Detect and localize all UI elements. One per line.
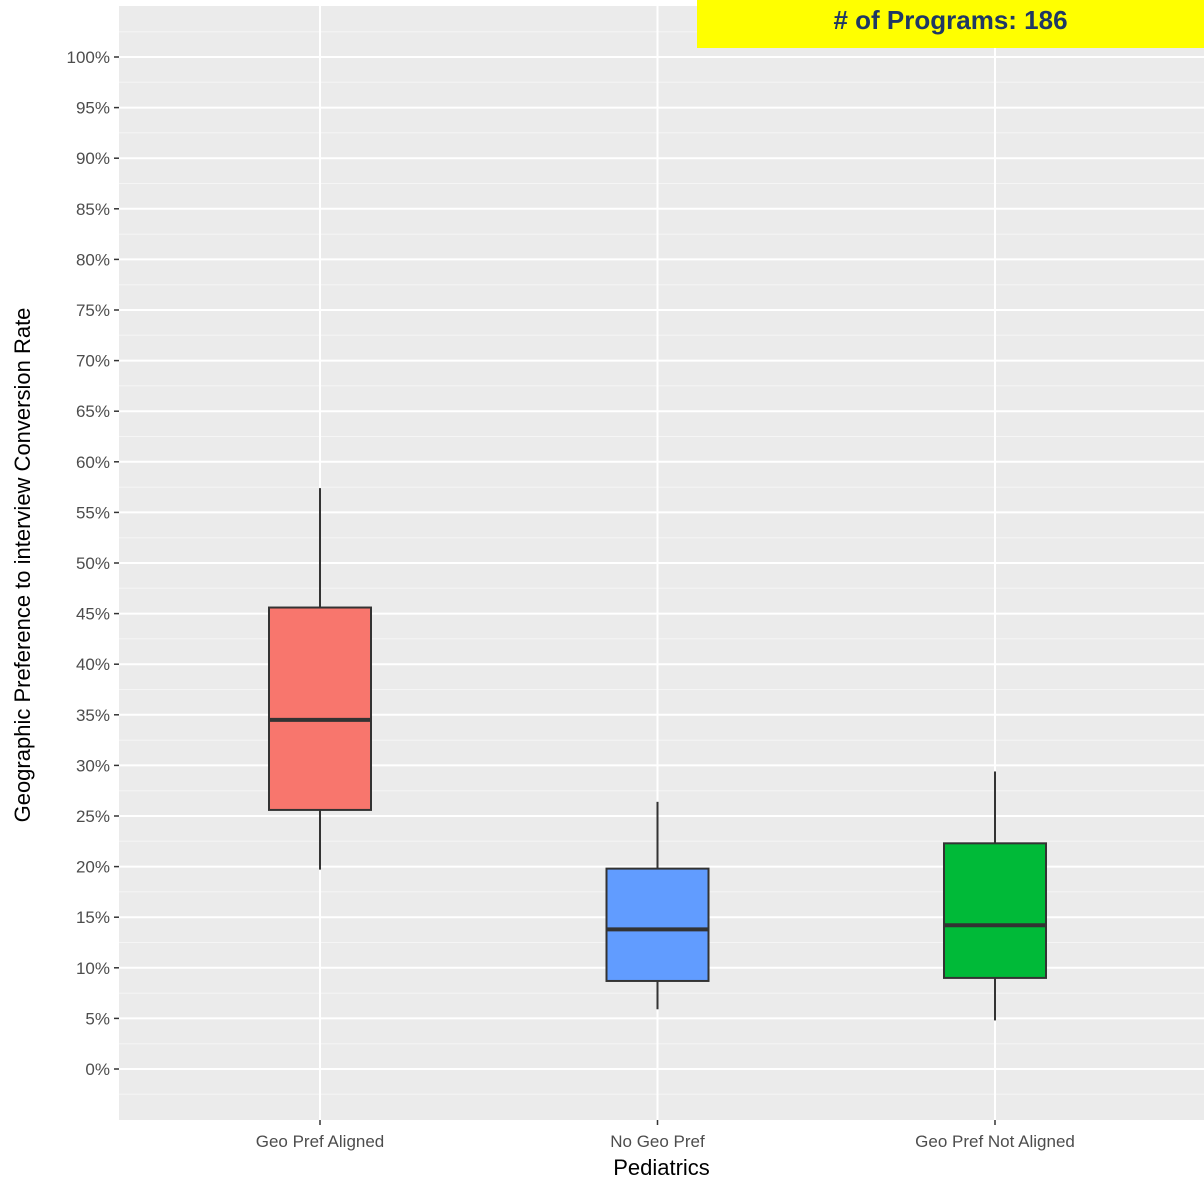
y-tick-label: 80% [76,250,110,269]
y-tick-label: 70% [76,352,110,371]
box-iqr [269,608,371,810]
y-tick-label: 35% [76,706,110,725]
y-axis-title: Geographic Preference to interview Conve… [10,308,35,823]
y-tick-label: 5% [85,1009,110,1028]
x-axis: Geo Pref Aligned No Geo Pref Geo Pref Not … [256,1120,1075,1151]
y-tick-label: 30% [76,756,110,775]
y-tick-label: 10% [76,959,110,978]
y-tick-label: 20% [76,858,110,877]
y-tick-label: 60% [76,453,110,472]
x-tick-label: Geo Pref Not Aligned [915,1132,1075,1151]
box-iqr [607,869,709,981]
y-tick-label: 95% [76,99,110,118]
box-iqr [944,843,1046,978]
y-tick-label: 100% [67,48,110,67]
program-count-text: # of Programs: 186 [833,5,1067,36]
y-tick-label: 75% [76,301,110,320]
y-tick-label: 25% [76,807,110,826]
x-axis-title: Pediatrics [613,1155,710,1180]
y-tick-label: 0% [85,1060,110,1079]
y-tick-label: 50% [76,554,110,573]
y-tick-label: 85% [76,200,110,219]
y-axis: 0% 5% 10% 15% 20% 25% 30% 35% 40% 45% 50% 55% 60% 65%… [67,48,119,1079]
x-tick-label: No Geo Pref [610,1132,705,1151]
program-count-badge: # of Programs: 186 [697,0,1204,48]
y-tick-label: 40% [76,655,110,674]
y-tick-label: 90% [76,149,110,168]
y-tick-label: 55% [76,503,110,522]
x-tick-label: Geo Pref Aligned [256,1132,385,1151]
y-tick-label: 65% [76,402,110,421]
y-tick-label: 15% [76,908,110,927]
y-tick-label: 45% [76,605,110,624]
